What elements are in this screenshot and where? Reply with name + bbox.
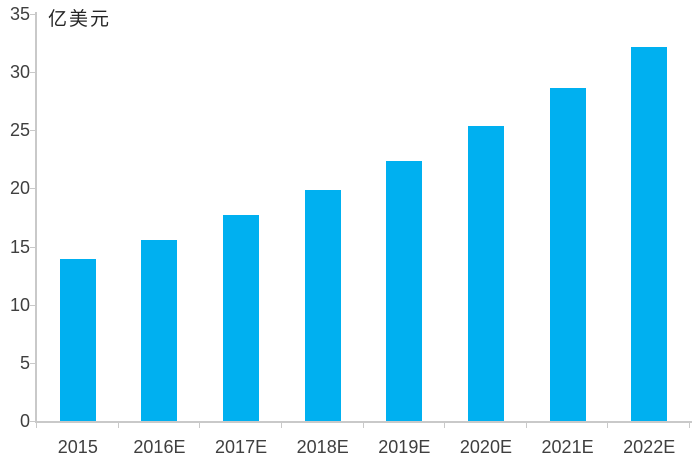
- y-tick-label: 20: [9, 178, 30, 199]
- x-tick-mark: [444, 423, 446, 428]
- x-category-label: 2020E: [459, 437, 512, 457]
- x-tick-mark: [362, 423, 364, 428]
- x-tick-mark: [689, 423, 690, 428]
- y-tick-label: 35: [9, 4, 30, 24]
- y-tick-mark: [30, 72, 35, 74]
- y-axis-title: 亿美元: [48, 8, 112, 30]
- x-tick-mark: [607, 423, 609, 428]
- x-category-label: 2018E: [296, 437, 349, 457]
- bar-2017E: [223, 215, 260, 421]
- y-tick-mark: [30, 130, 35, 132]
- bar-2018E: [304, 189, 341, 421]
- x-tick-mark: [525, 423, 527, 428]
- y-tick-mark: [30, 362, 35, 364]
- x-tick-mark: [36, 423, 37, 428]
- y-tick-mark: [30, 14, 35, 15]
- bar-2020E: [467, 125, 504, 421]
- bar-2016E: [141, 239, 178, 421]
- x-tick-mark: [280, 423, 282, 428]
- bar-2022E: [631, 46, 668, 421]
- y-tick-mark: [30, 304, 35, 306]
- x-category-label: 2021E: [541, 437, 594, 457]
- y-tick-label: 10: [9, 294, 30, 315]
- y-tick-mark: [30, 246, 35, 248]
- y-tick-label: 5: [19, 352, 30, 373]
- bar-2019E: [386, 160, 423, 421]
- x-axis-line: [35, 421, 692, 423]
- y-tick-mark: [30, 421, 35, 422]
- y-tick-label: 0: [19, 411, 30, 431]
- y-tick-mark: [30, 188, 35, 190]
- y-tick-label: 25: [9, 120, 30, 141]
- y-tick-label: 30: [9, 62, 30, 83]
- y-tick-label: 15: [9, 236, 30, 257]
- y-axis-line: [35, 12, 37, 421]
- bar-2015: [59, 259, 96, 421]
- x-category-label: 2019E: [378, 437, 431, 457]
- bar-2021E: [549, 88, 586, 421]
- x-category-label: 2017E: [215, 437, 268, 457]
- x-category-label: 2022E: [623, 437, 676, 457]
- x-tick-mark: [199, 423, 201, 428]
- x-category-label: 2016E: [133, 437, 186, 457]
- x-tick-mark: [117, 423, 119, 428]
- x-category-label: 2015: [57, 437, 98, 457]
